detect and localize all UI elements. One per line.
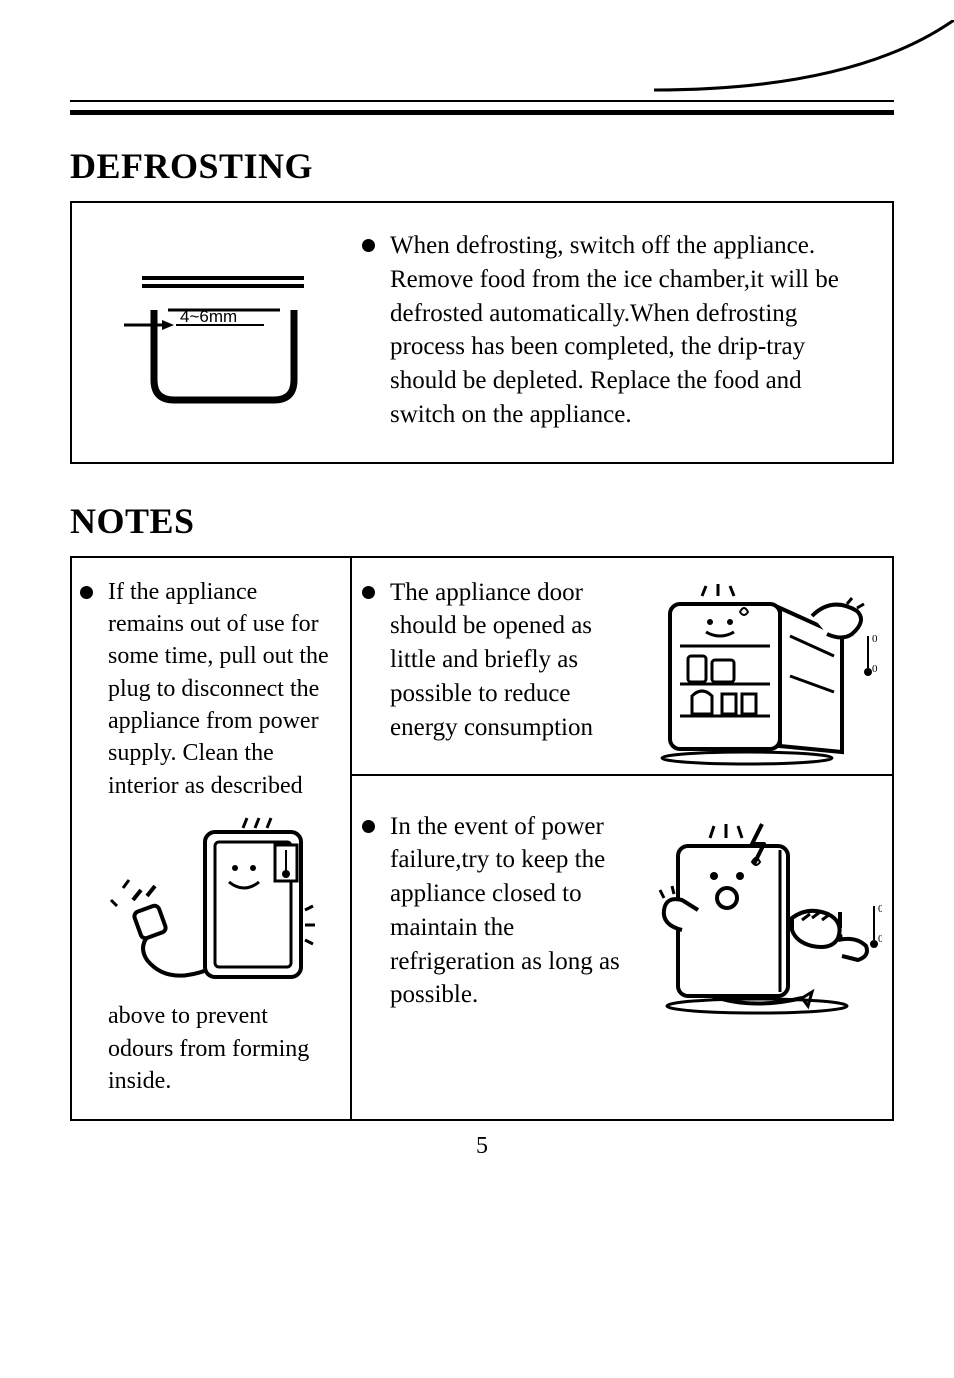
drip-tray-icon: 4~6mm (104, 230, 324, 430)
svg-text:0: 0 (878, 903, 882, 915)
note-door-text: The appliance door should be opened as l… (362, 576, 640, 756)
unplug-figure (97, 810, 317, 990)
notes-power-row: In the event of power failure,try to kee… (352, 776, 892, 1035)
notes-right-column: The appliance door should be opened as l… (352, 558, 892, 1120)
corner-swoosh-icon (654, 20, 954, 100)
svg-text:0: 0 (872, 663, 878, 675)
top-rule-thick (70, 110, 894, 115)
defrosting-heading: DEFROSTING (70, 145, 894, 187)
notes-door-row: The appliance door should be opened as l… (352, 558, 892, 776)
drip-tray-label: 4~6mm (180, 307, 237, 326)
note-unplug-text-top: If the appliance remains out of use for … (80, 576, 334, 803)
defrosting-text: When defrosting, switch off the applianc… (362, 229, 870, 432)
note-unplug-text-bottom: above to prevent odours from forming ins… (80, 1000, 334, 1097)
notes-heading: NOTES (70, 500, 894, 542)
defrosting-bullet: When defrosting, switch off the applianc… (362, 229, 870, 432)
top-rule-thin (70, 100, 894, 102)
note-power-bullet: In the event of power failure,try to kee… (362, 810, 640, 1013)
svg-text:0: 0 (878, 933, 882, 945)
door-open-fridge-icon: 0 0 (652, 576, 882, 766)
unplug-fridge-icon (97, 810, 317, 990)
door-open-figure: 0 0 (652, 576, 882, 756)
power-failure-fridge-icon: 0 0 (652, 810, 882, 1020)
defrosting-row: 4~6mm When defrosting, switch off the ap… (94, 229, 870, 432)
drip-tray-figure: 4~6mm (104, 230, 324, 430)
note-door-bullet: The appliance door should be opened as l… (362, 576, 640, 745)
note-power-text: In the event of power failure,try to kee… (362, 810, 640, 1013)
notes-box: If the appliance remains out of use for … (70, 556, 894, 1122)
svg-text:0: 0 (872, 633, 878, 645)
notes-left-column: If the appliance remains out of use for … (72, 558, 352, 1120)
power-failure-figure: 0 0 (652, 810, 882, 1010)
defrosting-box: 4~6mm When defrosting, switch off the ap… (70, 201, 894, 464)
page-number: 5 (70, 1133, 894, 1160)
